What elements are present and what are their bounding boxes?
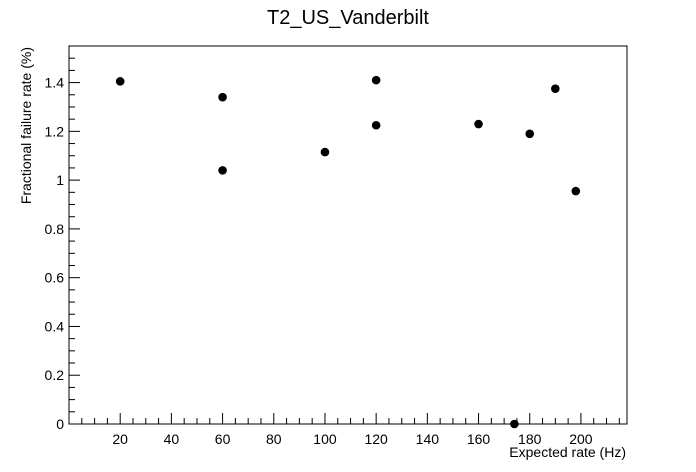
x-tick-label: 120 (364, 431, 388, 447)
x-tick-label: 40 (164, 431, 180, 447)
data-point (218, 166, 227, 175)
data-point (218, 92, 227, 102)
x-axis: 20 40 60 80 100 120 140 160 180 200 (81, 413, 620, 447)
y-axis: 0 0.2 0.4 0.6 0.8 1 1.2 1.4 (45, 45, 80, 432)
data-point (320, 147, 330, 157)
x-tick-label: 80 (266, 431, 282, 447)
y-axis-label: Fractional failure rate (%) (18, 47, 34, 204)
y-tick-label: 1 (56, 172, 64, 188)
y-tick-label: 0.4 (45, 318, 65, 334)
data-point (115, 77, 125, 86)
data-point (551, 84, 560, 93)
x-axis-label: Expected rate (Hz) (509, 444, 626, 460)
data-point (525, 129, 535, 139)
y-tick-label: 0.6 (45, 270, 65, 286)
y-tick-label: 0.2 (45, 367, 65, 383)
data-point (571, 186, 581, 196)
x-tick-label: 200 (569, 431, 593, 447)
x-tick-label: 20 (112, 431, 128, 447)
x-tick-label: 60 (215, 431, 231, 447)
y-tick-label: 0.8 (45, 221, 65, 237)
x-tick-label: 140 (416, 431, 440, 447)
data-point (474, 119, 483, 129)
x-tick-label: 100 (313, 431, 337, 447)
y-tick-label: 1.4 (45, 75, 65, 91)
x-tick-label: 180 (518, 431, 542, 447)
y-tick-label: 1.2 (45, 123, 65, 139)
x-tick-label: 160 (467, 431, 491, 447)
y-tick-label: 0 (56, 416, 64, 432)
data-point (371, 120, 381, 130)
chart-title: T2_US_Vanderbilt (267, 7, 429, 29)
data-points (115, 75, 581, 429)
data-point (371, 75, 381, 85)
plot-frame (68, 45, 628, 425)
data-point (510, 419, 519, 429)
